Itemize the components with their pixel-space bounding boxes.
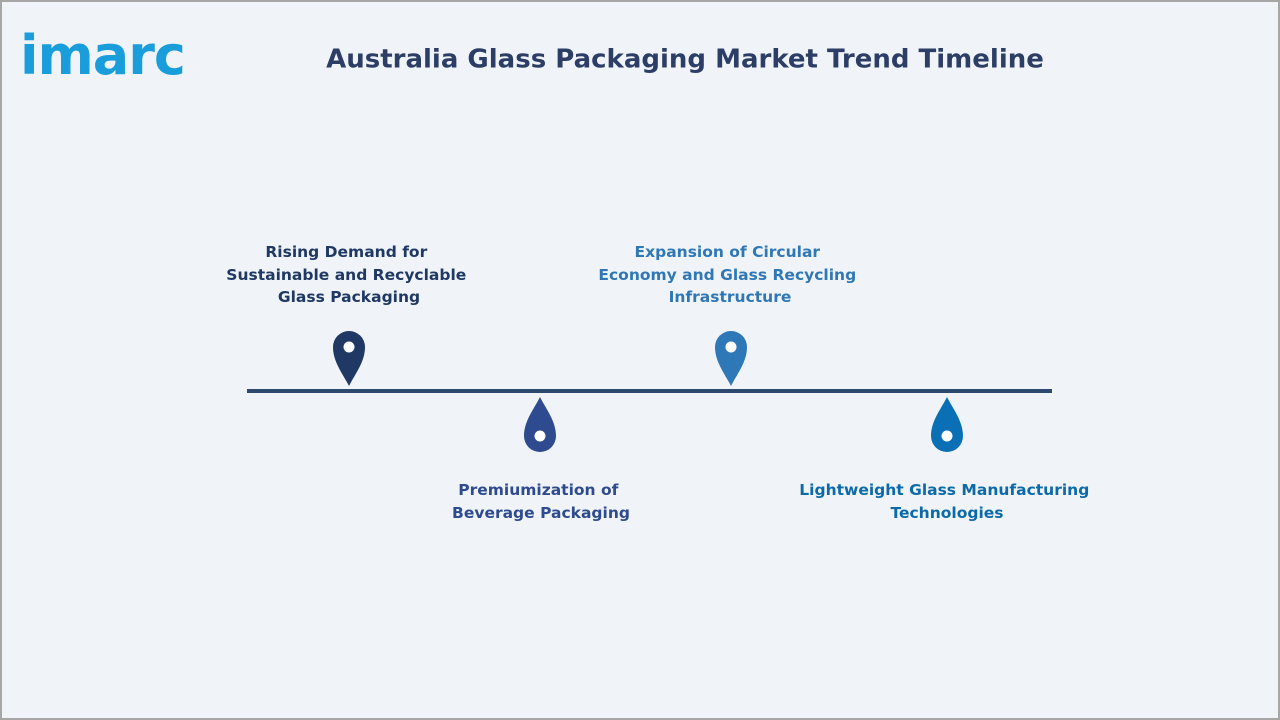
label-line: Glass Packaging — [278, 288, 420, 306]
label-line: Beverage Packaging — [452, 504, 630, 522]
pin — [524, 397, 556, 452]
pin — [715, 331, 747, 386]
item-label: Premiumization of Beverage Packaging — [452, 481, 630, 522]
pin-dot — [725, 341, 737, 353]
label-line: Sustainable and Recyclable — [226, 266, 466, 284]
timeline-item: Lightweight Glass Manufacturing Technolo… — [799, 397, 1094, 522]
pin — [931, 397, 963, 452]
pin-dot — [941, 430, 953, 442]
label-line: Premiumization of — [458, 481, 618, 499]
logo: imarc — [20, 24, 185, 87]
label-line: Rising Demand for — [265, 243, 427, 261]
pin — [333, 331, 365, 386]
item-label: Expansion of Circular Economy and Glass … — [598, 243, 861, 306]
item-label: Rising Demand for Sustainable and Recycl… — [226, 243, 471, 306]
timeline-item: Expansion of Circular Economy and Glass … — [598, 243, 861, 386]
label-line: Infrastructure — [669, 288, 792, 306]
item-label: Lightweight Glass Manufacturing Technolo… — [799, 481, 1094, 522]
label-line: Technologies — [890, 504, 1003, 522]
pin-dot — [343, 341, 355, 353]
label-line: Lightweight Glass Manufacturing — [799, 481, 1089, 499]
timeline-item: Rising Demand for Sustainable and Recycl… — [226, 243, 471, 386]
timeline-item: Premiumization of Beverage Packaging — [452, 397, 630, 522]
label-line: Expansion of Circular — [635, 243, 821, 261]
label-line: Economy and Glass Recycling — [598, 266, 856, 284]
pin-dot — [534, 430, 546, 442]
title: Australia Glass Packaging Market Trend T… — [326, 45, 1044, 75]
